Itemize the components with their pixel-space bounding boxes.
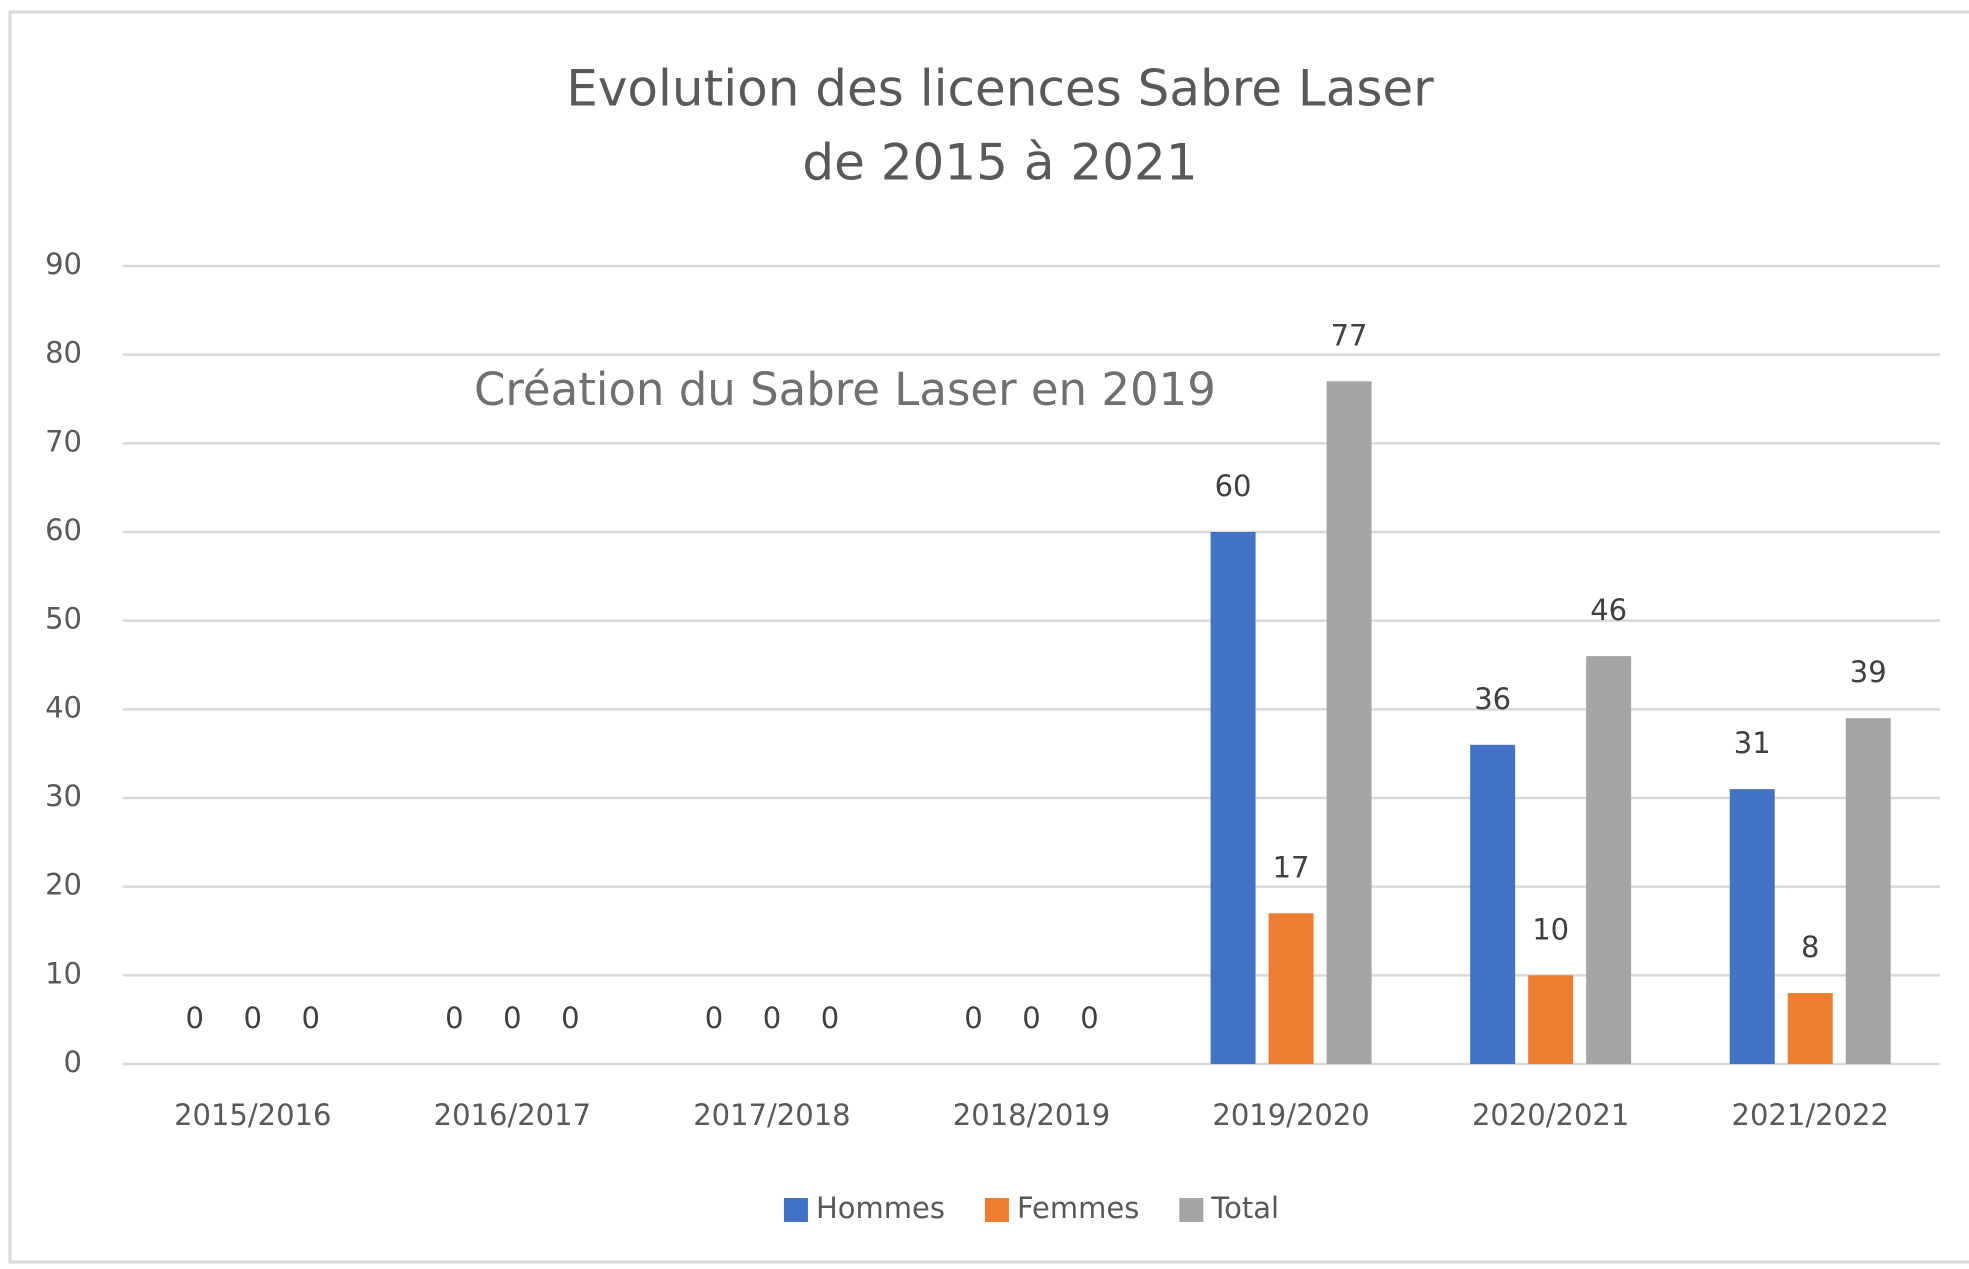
value-label: 46 [1590,593,1627,627]
x-tick-label: 2019/2020 [1212,1098,1369,1132]
y-tick-label: 20 [45,868,82,902]
value-label: 0 [561,1001,579,1035]
chart-border [8,10,1969,1264]
x-tick-label: 2016/2017 [434,1098,591,1132]
legend-swatch [984,1198,1009,1222]
value-label: 0 [964,1001,982,1035]
x-tick-label: 2015/2016 [174,1098,331,1132]
value-label: 0 [244,1001,262,1035]
y-tick-label: 10 [45,956,82,990]
y-tick-label: 40 [45,690,82,724]
y-tick-label: 70 [45,424,82,458]
bar [1528,975,1574,1064]
x-tick-label: 2020/2021 [1472,1098,1629,1132]
value-label: 0 [186,1001,204,1035]
y-tick-label: 30 [45,779,82,813]
value-label: 0 [705,1001,723,1035]
chart-title: Evolution des licences Sabre Laser [566,60,1434,118]
bar [1586,656,1632,1064]
y-tick-label: 90 [45,247,82,281]
bar [1268,913,1314,1064]
value-label: 0 [1022,1001,1040,1035]
value-label: 10 [1532,912,1569,946]
bar [1787,993,1833,1064]
value-label: 0 [503,1001,521,1035]
y-tick-label: 60 [45,513,82,547]
value-label: 39 [1850,655,1887,689]
value-label: 17 [1273,850,1310,884]
bar [1470,744,1516,1064]
annotation: Création du Sabre Laser en 2019 [474,363,1216,416]
legend-label: Hommes [816,1191,945,1225]
value-label: 8 [1801,930,1819,964]
y-tick-label: 50 [45,602,82,636]
value-label: 0 [445,1001,463,1035]
bar [1210,532,1256,1064]
legend-swatch [1179,1198,1204,1222]
value-label: 0 [763,1001,781,1035]
bar [1729,789,1775,1064]
chart-title: de 2015 à 2021 [802,134,1197,192]
y-tick-label: 0 [64,1045,82,1079]
y-tick-label: 80 [45,336,82,370]
legend-swatch [783,1198,808,1222]
bar [1845,718,1891,1064]
value-label: 31 [1734,726,1771,760]
value-label: 60 [1215,469,1252,503]
value-label: 36 [1474,682,1511,716]
x-tick-label: 2021/2022 [1732,1098,1889,1132]
value-label: 0 [1080,1001,1098,1035]
x-tick-label: 2018/2019 [953,1098,1110,1132]
bar [1326,381,1372,1064]
legend-label: Total [1210,1191,1279,1225]
legend-label: Femmes [1017,1191,1139,1225]
x-tick-label: 2017/2018 [693,1098,850,1132]
value-label: 0 [302,1001,320,1035]
value-label: 0 [821,1001,839,1035]
value-label: 77 [1331,318,1368,352]
